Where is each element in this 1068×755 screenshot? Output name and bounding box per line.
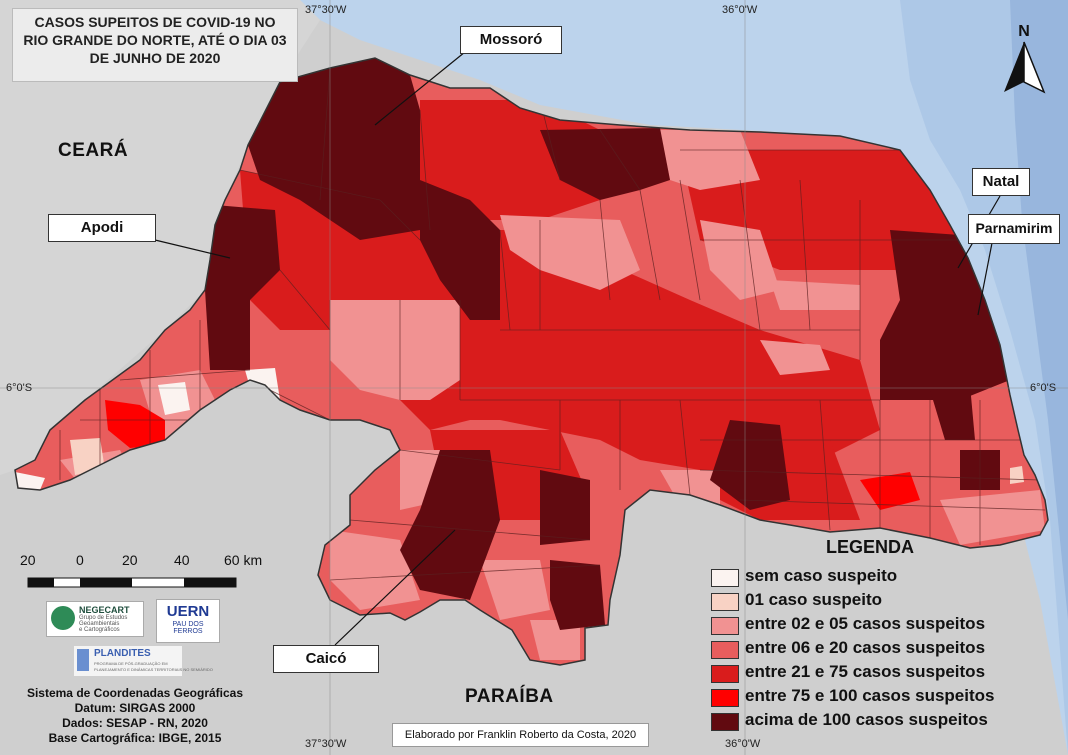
municipality-zero [15,472,45,490]
legend-title: LEGENDA [826,537,915,557]
info-line: Base Cartográfica: IBGE, 2015 [48,731,222,745]
municipality-region [330,530,420,610]
callout-leaders [154,51,1001,646]
caico-municipality [400,450,500,600]
info-line: Dados: SESAP - RN, 2020 [62,716,208,730]
coord-bottom-right: 36°0'W [725,738,761,750]
legend-label: entre 02 e 05 casos suspeitos [745,614,986,633]
municipality-dark [550,560,605,630]
municipality-bright [860,472,920,510]
municipality-region [940,490,1045,545]
negecart-logo: NEGECART Grupo de Estudos Geoambientais … [46,601,144,637]
scale-tick: 20 [122,552,138,568]
municipality-dark [420,180,500,320]
municipality-region [760,340,830,375]
legend-swatch [711,713,739,731]
legend-label: entre 21 e 75 casos suspeitos [745,662,986,681]
title-line-3: DE JUNHO DE 2020 [89,50,221,66]
municipality-region [770,280,860,310]
uern-logo: UERN PAU DOS FERROS [156,599,220,643]
uern-campus: PAU DOS [172,621,204,628]
coord-right: 6°0'S [1030,382,1057,394]
north-arrow [1004,41,1046,94]
city-label-mossoro: Mossoró [460,26,562,54]
map-title: CASOS SUPEITOS DE COVID-19 NO RIO GRANDE… [12,8,298,82]
ceara-land [0,0,320,475]
legend-swatch [711,593,739,611]
plandites-logo: PLANDITES PROGRAMA DE PÓS-GRADUAÇÃO EM P… [74,646,213,676]
legend-label: 01 caso suspeito [745,590,883,609]
municipality-dark [540,128,670,200]
city-label-apodi: Apodi [48,214,156,242]
title-line-2: RIO GRANDE DO NORTE, ATÉ O DIA 03 [23,32,287,48]
legend-swatch [711,617,739,635]
negecart-emblem [51,606,75,630]
municipality-region [380,230,880,470]
negecart-subtitle: Geoambientais [79,621,120,627]
negecart-subtitle: Grupo de Estudos [79,615,128,621]
legend-swatch [711,569,739,587]
municipality-region [500,215,640,290]
apodi-municipality [205,205,280,370]
city-label-parnamirim: Parnamirim [968,214,1060,244]
state-label-paraiba: PARAÍBA [465,686,554,707]
negecart-subtitle: e Cartográficos [79,627,120,633]
legend-swatch [711,641,739,659]
plandites-emblem [77,649,89,671]
info-line: Datum: SIRGAS 2000 [74,701,196,715]
municipality-region [480,560,550,620]
state-label-ceara: CEARÁ [58,140,129,161]
scale-tick: 40 [174,552,190,568]
legend-label: entre 06 e 20 casos suspeitos [745,638,986,657]
mossoro-municipality [248,58,420,240]
scale-tick: 0 [76,552,84,568]
credit: Elaborado por Franklin Roberto da Costa,… [392,723,649,747]
municipality-one [1010,466,1024,484]
natal-region [880,230,1010,400]
uern-campus: FERROS [173,628,203,635]
plandites-subtitle: PLANEJAMENTO E DINÂMICAS TERRITORIAIS NO… [94,667,213,672]
municipality-region [660,130,760,190]
municipality-dark [540,470,590,545]
scale-bar [27,577,237,588]
legend-swatch [711,689,739,707]
municipality-boundaries [59,67,1046,581]
coord-left: 6°0'S [6,382,33,394]
scale-tick: 20 [20,552,36,568]
municipality-one [70,438,105,475]
legend-swatch [711,665,739,683]
city-label-caico: Caicó [273,645,379,673]
municipality-zero [245,368,280,405]
legend-label: sem caso suspeito [745,566,898,585]
title-line-1: CASOS SUPEITOS DE COVID-19 NO [34,14,276,30]
municipality-dark [710,420,790,510]
city-label-natal: Natal [972,168,1030,196]
north-label: N [1018,23,1030,40]
scale-tick: 60 km [224,552,263,568]
legend-label: entre 75 e 100 casos suspeitos [745,686,995,705]
coord-top-right: 36°0'W [722,4,758,16]
legend-label: acima de 100 casos suspeitos [745,710,988,729]
municipality-zero [158,382,190,415]
uern-name: UERN [166,603,210,620]
info-line: Sistema de Coordenadas Geográficas [26,686,244,700]
coord-bottom-left: 37°30'W [305,738,347,750]
municipality-region [330,300,460,400]
municipality-dark [930,385,975,440]
negecart-name: NEGECART [79,605,130,615]
municipality-region [530,620,580,660]
coord-top-left: 37°30'W [305,4,347,16]
plandites-name: PLANDITES [94,648,151,659]
plandites-subtitle: PROGRAMA DE PÓS-GRADUAÇÃO EM [94,661,168,666]
ocean-deep [1010,0,1068,620]
